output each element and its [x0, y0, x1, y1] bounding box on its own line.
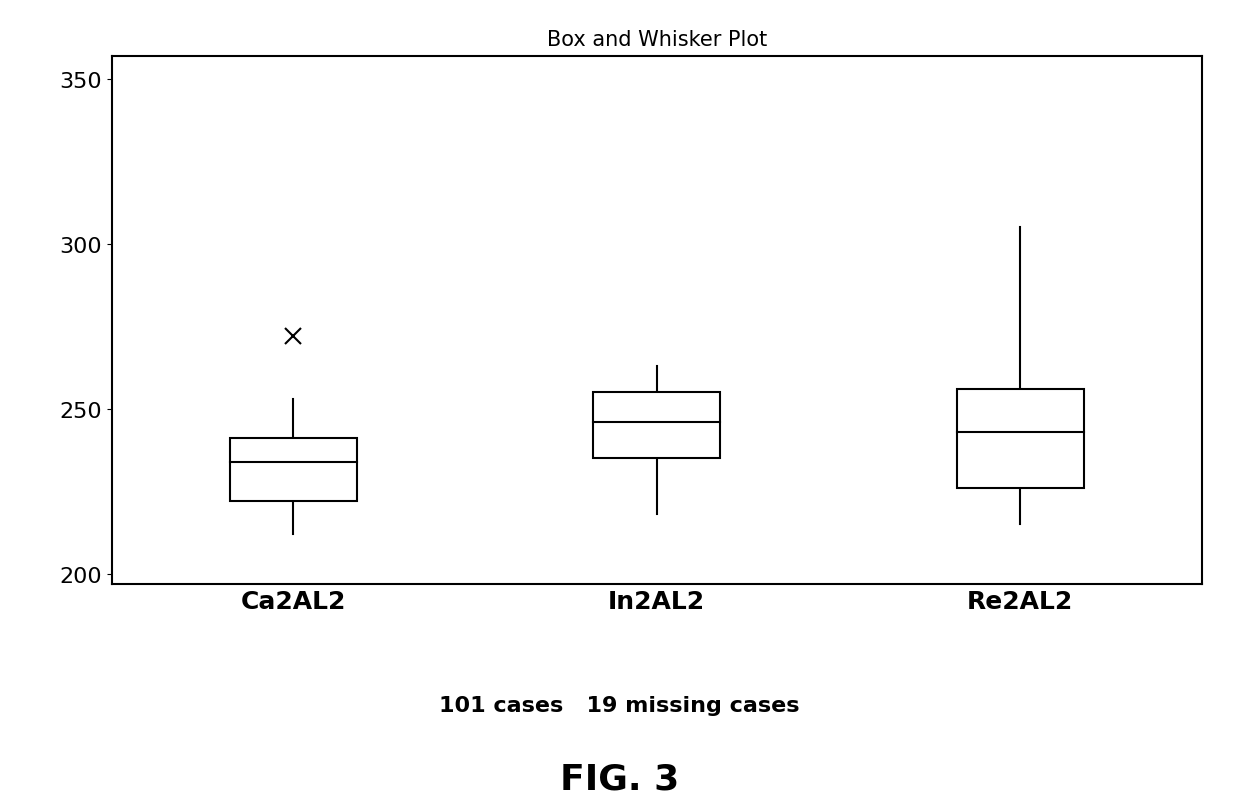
Text: 101 cases   19 missing cases: 101 cases 19 missing cases — [440, 696, 799, 715]
Bar — [593, 393, 720, 459]
Bar — [957, 389, 1084, 488]
Text: FIG. 3: FIG. 3 — [560, 762, 679, 796]
Title: Box and Whisker Plot: Box and Whisker Plot — [546, 30, 767, 49]
Bar — [229, 439, 357, 501]
